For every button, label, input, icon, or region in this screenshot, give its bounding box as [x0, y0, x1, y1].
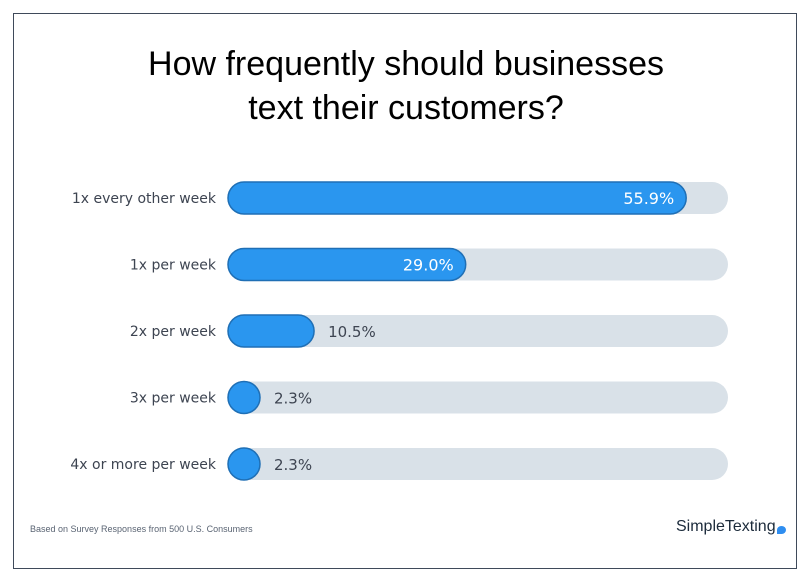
survey-footnote: Based on Survey Responses from 500 U.S. … — [30, 524, 253, 534]
category-label: 4x or more per week — [70, 457, 217, 473]
category-label: 2x per week — [130, 324, 217, 340]
value-label: 10.5% — [328, 323, 376, 341]
bar-track — [228, 381, 728, 414]
bar-track — [228, 315, 728, 347]
bar — [227, 181, 687, 215]
chart-title-line-2: text their customers? — [248, 89, 564, 127]
category-label: 1x every other week — [72, 191, 217, 207]
bar — [227, 447, 261, 481]
bar — [227, 380, 261, 415]
chart-title: How frequently should businesses text th… — [0, 42, 812, 130]
value-label: 2.3% — [274, 456, 312, 474]
bar — [227, 314, 315, 348]
category-label: 1x per week — [130, 258, 217, 274]
value-label: 2.3% — [274, 390, 312, 408]
brand-name: SimpleTexting — [676, 518, 776, 535]
value-label: 55.9% — [623, 189, 674, 208]
bar — [227, 247, 467, 282]
category-label: 3x per week — [130, 391, 217, 407]
bar-track — [228, 448, 728, 480]
brand-logo: SimpleTexting — [676, 518, 786, 536]
chat-bubble-icon — [776, 525, 786, 534]
chart-title-line-1: How frequently should businesses — [148, 45, 664, 83]
value-label: 29.0% — [403, 256, 454, 275]
